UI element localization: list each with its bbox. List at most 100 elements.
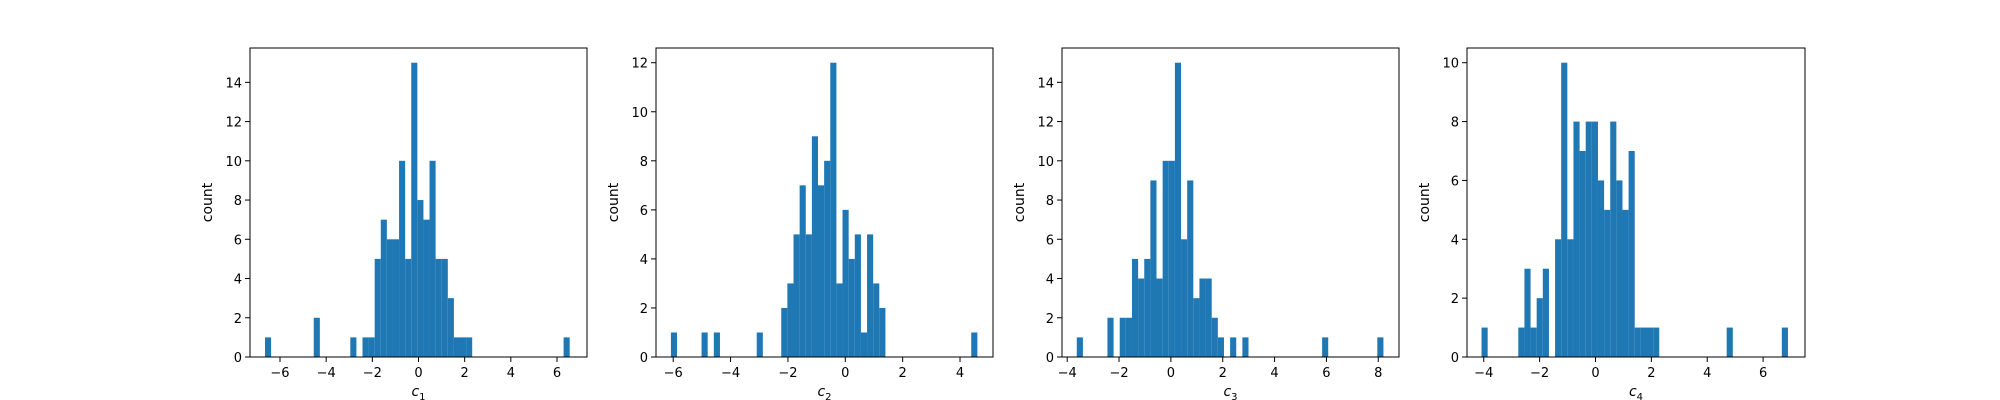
histogram-bar bbox=[1530, 327, 1537, 357]
x-tick-label: −2 bbox=[1109, 366, 1128, 381]
histogram-bar bbox=[756, 332, 763, 357]
y-tick-label: 8 bbox=[640, 155, 648, 170]
histogram-bar bbox=[1138, 278, 1145, 357]
y-tick-label: 2 bbox=[1046, 312, 1054, 327]
x-tick-label: 6 bbox=[553, 366, 561, 381]
histogram-bar bbox=[423, 219, 430, 357]
histogram-bar bbox=[441, 258, 448, 357]
histogram-bar bbox=[417, 200, 424, 357]
histogram-bar bbox=[453, 337, 460, 357]
histogram-bar bbox=[781, 307, 788, 357]
y-axis-label: count bbox=[606, 182, 622, 222]
histogram-bar bbox=[1205, 278, 1212, 357]
histogram-bar bbox=[1193, 298, 1200, 357]
y-tick-label: 4 bbox=[234, 273, 242, 288]
histogram-bar bbox=[362, 337, 369, 357]
y-tick-label: 0 bbox=[640, 351, 648, 366]
y-tick-label: 0 bbox=[1451, 351, 1459, 366]
x-tick-label: 8 bbox=[1374, 366, 1382, 381]
histogram-bar bbox=[1125, 317, 1132, 357]
histogram-bar bbox=[1573, 121, 1580, 357]
histogram-bar bbox=[1647, 327, 1654, 357]
x-axis-label: c3 bbox=[1223, 384, 1237, 400]
histogram-bar bbox=[1536, 298, 1543, 357]
histogram-bar bbox=[824, 160, 831, 357]
histogram-bar bbox=[1524, 268, 1531, 357]
axes-frame bbox=[655, 47, 994, 358]
y-tick-label: 12 bbox=[631, 57, 648, 72]
histogram-bar bbox=[374, 258, 381, 357]
histogram-bar bbox=[429, 160, 436, 357]
x-tick-label: −4 bbox=[721, 366, 740, 381]
x-tick-label: 4 bbox=[1703, 366, 1711, 381]
y-tick-label: 6 bbox=[1046, 233, 1054, 248]
histogram-bar bbox=[1653, 327, 1660, 357]
y-tick-label: 10 bbox=[1442, 57, 1459, 72]
y-tick-label: 4 bbox=[1046, 273, 1054, 288]
x-tick-label: −2 bbox=[363, 366, 382, 381]
y-tick-label: 14 bbox=[1037, 76, 1054, 91]
histogram-bar bbox=[1377, 337, 1384, 357]
histogram-panel-3: −4 −2 0 2 4 6 8 0 2 4 6 8 10 12 14 count c3 bbox=[1012, 47, 1400, 400]
histogram-bar bbox=[1168, 160, 1175, 357]
histogram-bar bbox=[1555, 239, 1562, 357]
histogram-bar bbox=[811, 136, 819, 357]
histogram-bar bbox=[1119, 317, 1126, 357]
histogram-bar bbox=[1622, 209, 1629, 357]
y-tick-label: 10 bbox=[631, 106, 648, 121]
histogram-bar bbox=[713, 332, 720, 357]
x-tick-label: −6 bbox=[664, 366, 683, 381]
histogram-bar bbox=[1322, 337, 1329, 357]
histogram-bar bbox=[380, 219, 387, 357]
y-tick-label: 12 bbox=[1037, 116, 1054, 131]
histogram-bar bbox=[836, 283, 843, 357]
histogram-bar bbox=[1585, 121, 1592, 357]
histogram-bar bbox=[1217, 337, 1224, 357]
y-tick-label: 6 bbox=[1451, 174, 1459, 189]
histogram-bar bbox=[1076, 337, 1083, 357]
axes-frame bbox=[1061, 47, 1400, 358]
histogram-bar bbox=[313, 317, 320, 357]
histogram-bar bbox=[971, 332, 978, 357]
x-tick-label: 2 bbox=[461, 366, 469, 381]
histogram-bar bbox=[818, 185, 825, 357]
histogram-bar bbox=[848, 258, 855, 357]
histogram-bar bbox=[1542, 268, 1549, 357]
y-tick-label: 4 bbox=[1451, 233, 1459, 248]
histogram-bar bbox=[1610, 121, 1617, 357]
y-tick-label: 8 bbox=[1046, 194, 1054, 209]
y-tick-label: 0 bbox=[234, 351, 242, 366]
histogram-bar bbox=[1781, 327, 1788, 357]
y-tick-label: 4 bbox=[640, 253, 648, 268]
histogram-bar bbox=[399, 160, 406, 357]
histogram-bar bbox=[1628, 151, 1635, 357]
y-tick-label: 0 bbox=[1046, 351, 1054, 366]
histogram-bar bbox=[873, 283, 880, 357]
histogram-bar bbox=[466, 337, 473, 357]
histogram-bar bbox=[368, 337, 375, 357]
histogram-bar bbox=[1604, 209, 1611, 357]
histogram-panel-4: −4 −2 0 2 4 6 0 2 4 6 8 10 count c4 bbox=[1417, 47, 1806, 400]
y-tick-label: 14 bbox=[225, 76, 242, 91]
x-tick-label: 0 bbox=[1591, 366, 1599, 381]
histogram-bar bbox=[1591, 121, 1598, 357]
histogram-bar bbox=[1597, 180, 1605, 357]
histogram-bar bbox=[1150, 180, 1157, 357]
x-tick-label: 2 bbox=[1647, 366, 1655, 381]
histogram-bar bbox=[386, 239, 393, 357]
y-axis-label: count bbox=[1417, 182, 1433, 222]
x-tick-label: 2 bbox=[1219, 366, 1227, 381]
y-tick-label: 2 bbox=[1451, 292, 1459, 307]
histogram-bar bbox=[1162, 160, 1169, 357]
histogram-bar bbox=[842, 209, 849, 357]
axes-frame bbox=[1466, 47, 1806, 358]
histogram-bar bbox=[805, 234, 812, 357]
y-tick-label: 2 bbox=[234, 312, 242, 327]
y-axis-label: count bbox=[200, 182, 216, 222]
x-tick-label: −2 bbox=[1530, 366, 1549, 381]
histogram-bar bbox=[1518, 327, 1525, 357]
y-tick-label: 6 bbox=[640, 204, 648, 219]
x-tick-label: −4 bbox=[1058, 366, 1077, 381]
x-tick-label: −4 bbox=[317, 366, 336, 381]
